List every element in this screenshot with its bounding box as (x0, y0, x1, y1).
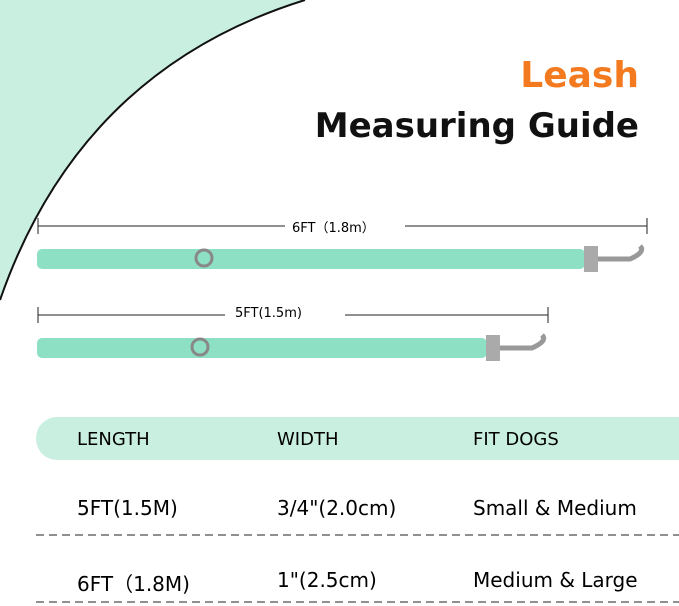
dimension-6ft (37, 218, 648, 234)
cell: 3/4"(2.0cm) (277, 496, 397, 520)
cell: 6FT（1.8M) (77, 572, 190, 596)
clip (584, 246, 598, 272)
clip (486, 335, 500, 361)
d-ring (190, 337, 210, 357)
d-ring (194, 248, 214, 268)
leash-6ft (37, 249, 585, 269)
column-header: FIT DOGS (473, 429, 559, 450)
leash-label: 5FT(1.5m) (235, 306, 302, 321)
cell: 5FT(1.5M) (77, 496, 178, 520)
arc-line (0, 0, 306, 301)
column-header: WIDTH (277, 429, 339, 450)
arc-band (0, 0, 305, 300)
hook (500, 333, 547, 351)
title-accent: Leash (520, 55, 639, 96)
leash-5ft (37, 338, 487, 358)
cell: Medium & Large (473, 568, 638, 592)
leash-label: 6FT（1.8m） (292, 221, 375, 236)
column-header: LENGTH (77, 429, 150, 450)
hook (598, 244, 645, 262)
cell: Small & Medium (473, 496, 637, 520)
dimension-5ft (37, 307, 549, 323)
title: Measuring Guide (314, 106, 639, 146)
table-header-bg (36, 417, 679, 460)
cell: 1"(2.5cm) (277, 568, 377, 592)
